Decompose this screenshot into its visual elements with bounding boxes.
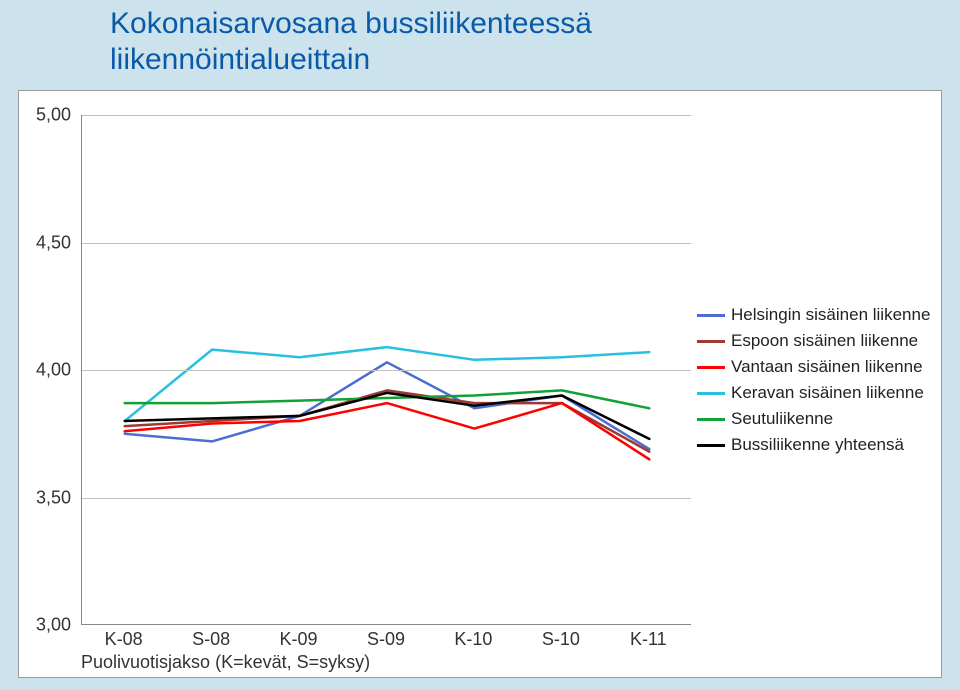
legend-item: Seutuliikenne (697, 409, 933, 429)
gridline (82, 243, 691, 244)
legend-item: Helsingin sisäinen liikenne (697, 305, 933, 325)
gridline (82, 498, 691, 499)
y-tick-label: 3,50 (21, 487, 71, 508)
x-tick-label: S-09 (367, 629, 405, 650)
legend-label: Vantaan sisäinen liikenne (731, 357, 923, 377)
legend-item: Vantaan sisäinen liikenne (697, 357, 933, 377)
series-line (125, 362, 650, 449)
gridline (82, 115, 691, 116)
legend-item: Bussiliikenne yhteensä (697, 435, 933, 455)
legend: Helsingin sisäinen liikenne Espoon sisäin… (697, 299, 933, 461)
legend-label: Seutuliikenne (731, 409, 833, 429)
legend-label: Bussiliikenne yhteensä (731, 435, 904, 455)
x-tick-label: S-08 (192, 629, 230, 650)
legend-swatch (697, 392, 725, 395)
y-tick-label: 4,00 (21, 360, 71, 381)
legend-label: Keravan sisäinen liikenne (731, 383, 924, 403)
page-root: Kokonaisarvosana bussiliikenteessä liike… (0, 0, 960, 690)
legend-item: Espoon sisäinen liikenne (697, 331, 933, 351)
y-tick-label: 3,00 (21, 615, 71, 636)
x-axis-label: Puolivuotisjakso (K=kevät, S=syksy) (81, 652, 370, 673)
chart-title: Kokonaisarvosana bussiliikenteessä liike… (110, 6, 592, 78)
x-tick-label: K-10 (454, 629, 492, 650)
legend-label: Espoon sisäinen liikenne (731, 331, 918, 351)
y-tick-label: 4,50 (21, 232, 71, 253)
legend-swatch (697, 418, 725, 421)
gridline (82, 370, 691, 371)
plot-area (81, 115, 691, 625)
x-tick-label: K-11 (630, 629, 667, 650)
legend-swatch (697, 366, 725, 369)
y-tick-label: 5,00 (21, 105, 71, 126)
legend-swatch (697, 444, 725, 447)
title-line2: liikennöintialueittain (110, 43, 370, 76)
x-tick-label: K-09 (280, 629, 318, 650)
title-line1: Kokonaisarvosana bussiliikenteessä (110, 7, 592, 40)
x-tick-label: S-10 (542, 629, 580, 650)
legend-swatch (697, 314, 725, 317)
legend-item: Keravan sisäinen liikenne (697, 383, 933, 403)
x-tick-label: K-08 (105, 629, 143, 650)
series-line (125, 403, 650, 459)
chart-frame: Helsingin sisäinen liikenne Espoon sisäin… (18, 90, 942, 678)
legend-swatch (697, 340, 725, 343)
legend-label: Helsingin sisäinen liikenne (731, 305, 930, 325)
series-line (125, 393, 650, 439)
